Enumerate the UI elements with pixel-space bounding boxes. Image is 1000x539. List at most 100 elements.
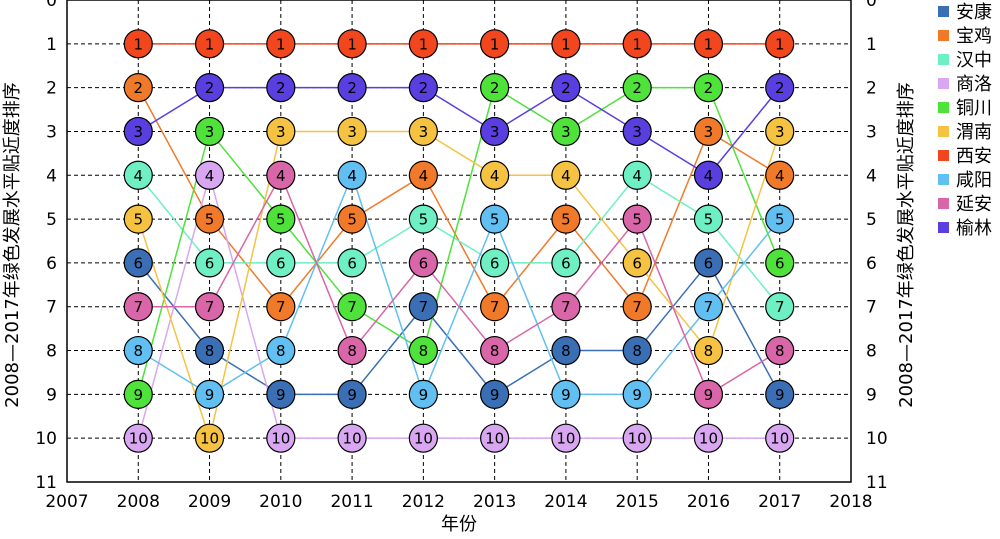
- legend-swatch: [938, 222, 949, 233]
- point-label: 1: [632, 35, 642, 53]
- y-tick-label-right: 2: [866, 79, 877, 99]
- point-marker: [408, 335, 438, 366]
- point-label: 9: [632, 386, 642, 404]
- point-marker: [693, 379, 724, 409]
- legend-swatch: [938, 78, 949, 89]
- point-marker: [266, 204, 296, 234]
- data-point: 9: [765, 379, 795, 409]
- point-marker: [693, 335, 724, 366]
- data-point: 10: [123, 423, 153, 453]
- data-point: 7: [551, 292, 581, 322]
- point-label: 4: [490, 167, 500, 185]
- data-point: 1: [123, 29, 153, 59]
- point-marker: [765, 204, 795, 234]
- data-point: 7: [693, 292, 724, 322]
- data-point: 3: [551, 116, 581, 147]
- point-marker: [194, 292, 225, 322]
- point-label: 9: [561, 386, 571, 404]
- data-point: 2: [337, 73, 367, 103]
- point-label: 7: [276, 298, 286, 316]
- y-tick-labels-right: 0 1 2 3 4 5 6 7 8 9 10 11: [866, 0, 888, 493]
- point-label: 8: [347, 342, 357, 360]
- point-label: 2: [490, 79, 500, 97]
- y-tick-label: 9: [46, 385, 57, 405]
- point-marker: [622, 116, 652, 147]
- data-point: 2: [266, 73, 296, 103]
- y-tick-label: 6: [46, 254, 57, 274]
- data-point: 10: [765, 423, 795, 453]
- x-axis-title: 年份: [441, 514, 477, 535]
- point-marker: [622, 204, 652, 234]
- point-marker: [765, 248, 795, 278]
- data-point: 6: [693, 248, 724, 278]
- data-point: 2: [123, 73, 153, 103]
- point-marker: [693, 160, 724, 190]
- point-label: 8: [133, 342, 143, 360]
- point-marker: [337, 29, 367, 59]
- point-marker: [194, 116, 225, 147]
- point-marker: [551, 248, 581, 278]
- point-label: 3: [561, 123, 571, 141]
- data-point: 5: [194, 204, 225, 234]
- point-label: 3: [276, 123, 286, 141]
- legend-item: 铜川: [938, 98, 992, 119]
- point-marker: [622, 423, 652, 453]
- point-marker: [480, 29, 510, 59]
- point-marker: [266, 379, 296, 409]
- point-label: 1: [419, 35, 429, 53]
- data-point: 3: [266, 116, 296, 147]
- data-point: 5: [123, 204, 153, 234]
- data-point: 2: [693, 73, 724, 103]
- series-line: [137, 86, 781, 395]
- data-point: 5: [622, 204, 652, 234]
- y-tick-label-right: 0: [866, 0, 877, 11]
- point-marker: [337, 116, 367, 147]
- data-point: 4: [622, 160, 652, 190]
- data-point: 4: [194, 160, 225, 190]
- point-marker: [123, 116, 153, 147]
- data-point: 4: [266, 160, 296, 190]
- data-point: 2: [480, 73, 510, 103]
- y-axis-title-right: 2008—2017年绿色发展水平贴近度排序: [896, 82, 917, 408]
- point-label: 7: [419, 298, 429, 316]
- point-label: 10: [699, 430, 718, 448]
- point-label: 9: [704, 386, 714, 404]
- point-marker: [551, 204, 581, 234]
- data-point: 1: [408, 29, 438, 59]
- y-tick-label: 10: [35, 429, 57, 449]
- point-label: 4: [704, 167, 714, 185]
- data-point: 4: [480, 160, 510, 190]
- y-tick-label-right: 5: [866, 210, 877, 230]
- series-line: [137, 174, 781, 308]
- point-marker: [693, 29, 724, 59]
- point-marker: [337, 248, 367, 278]
- legend-label: 咸阳: [956, 170, 992, 191]
- data-point: 1: [337, 29, 367, 59]
- data-point: 9: [408, 379, 438, 409]
- point-marker: [337, 423, 367, 453]
- data-point: 7: [408, 292, 438, 322]
- point-marker: [622, 248, 652, 278]
- point-label: 7: [632, 298, 642, 316]
- y-tick-label: 2: [46, 79, 57, 99]
- y-tick-label-right: 7: [866, 298, 877, 318]
- legend-label: 汉中: [956, 50, 992, 71]
- point-label: 7: [490, 298, 500, 316]
- point-marker: [622, 29, 652, 59]
- data-point: 7: [266, 292, 296, 322]
- point-marker: [194, 73, 225, 103]
- point-marker: [765, 379, 795, 409]
- point-marker: [693, 423, 724, 453]
- data-point: 9: [551, 379, 581, 409]
- point-label: 8: [632, 342, 642, 360]
- y-tick-labels-left: 0 1 2 3 4 5 6 7 8 9 10 11: [35, 0, 57, 493]
- point-marker: [194, 204, 225, 234]
- data-point: 5: [693, 204, 724, 234]
- point-label: 10: [485, 430, 504, 448]
- data-point: 6: [765, 248, 795, 278]
- y-tick-label: 7: [46, 298, 57, 318]
- point-label: 7: [205, 298, 215, 316]
- data-point: 4: [693, 160, 724, 190]
- legend-label: 宝鸡: [956, 26, 992, 47]
- point-marker: [551, 73, 581, 103]
